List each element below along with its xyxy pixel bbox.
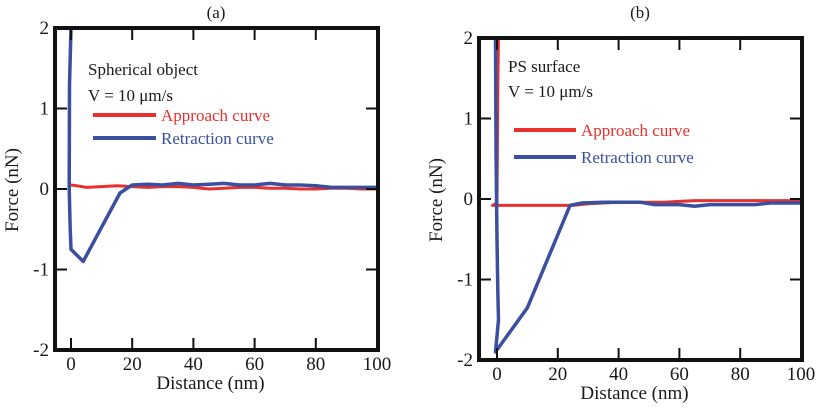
x-tick-label: 40 bbox=[609, 364, 628, 385]
sample-annotation: PS surface bbox=[508, 57, 580, 76]
x-axis-label: Distance (nm) bbox=[580, 383, 688, 404]
y-axis-label: Force (nN) bbox=[426, 158, 447, 242]
panel-label: (a) bbox=[207, 3, 226, 22]
y-tick-label: 2 bbox=[40, 18, 50, 39]
panel-b: (b) 0 20 40 60 80 100 -2 -1 0 1 2 Distance (nm) Force… bbox=[426, 3, 815, 404]
x-tick-label: 20 bbox=[123, 354, 142, 375]
series-line-approach-curve bbox=[70, 183, 377, 191]
y-tick-label: 1 bbox=[464, 109, 474, 130]
panel-a: (a) 0 20 40 60 80 100 -2 -1 0 1 2 Distance (nm) Force… bbox=[2, 3, 391, 394]
series-line-retraction-curve bbox=[493, 38, 801, 354]
sample-annotation: Spherical object bbox=[88, 60, 198, 79]
velocity-annotation: V = 10 μm/s bbox=[88, 86, 173, 105]
legend-label: Retraction curve bbox=[581, 148, 694, 167]
legend-label: Retraction curve bbox=[161, 129, 274, 148]
x-tick-label: 100 bbox=[787, 364, 816, 385]
x-tick-label: 80 bbox=[731, 364, 750, 385]
x-tick-label: 40 bbox=[184, 354, 203, 375]
panel-label: (b) bbox=[630, 3, 650, 22]
y-tick-label: -1 bbox=[33, 260, 49, 281]
y-axis-label: Force (nN) bbox=[2, 148, 23, 232]
y-tick-label: 1 bbox=[40, 99, 50, 120]
x-tick-label: 100 bbox=[363, 354, 392, 375]
y-tick-label: -2 bbox=[457, 350, 473, 371]
y-tick-label: 2 bbox=[464, 28, 474, 49]
x-tick-label: 20 bbox=[548, 364, 567, 385]
y-tick-label: -2 bbox=[33, 340, 49, 361]
y-tick-label: 0 bbox=[40, 179, 50, 200]
x-axis-label: Distance (nm) bbox=[156, 373, 264, 394]
velocity-annotation: V = 10 μm/s bbox=[508, 82, 593, 101]
y-tick-label: -1 bbox=[457, 270, 473, 291]
x-tick-label: 0 bbox=[492, 364, 502, 385]
series-line-retraction-curve bbox=[67, 28, 377, 264]
x-tick-label: 80 bbox=[306, 354, 325, 375]
x-tick-label: 0 bbox=[66, 354, 76, 375]
legend-label: Approach curve bbox=[581, 121, 690, 140]
y-tick-label: 0 bbox=[464, 189, 474, 210]
x-tick-label: 60 bbox=[670, 364, 689, 385]
x-tick-label: 60 bbox=[245, 354, 264, 375]
legend-label: Approach curve bbox=[161, 106, 270, 125]
